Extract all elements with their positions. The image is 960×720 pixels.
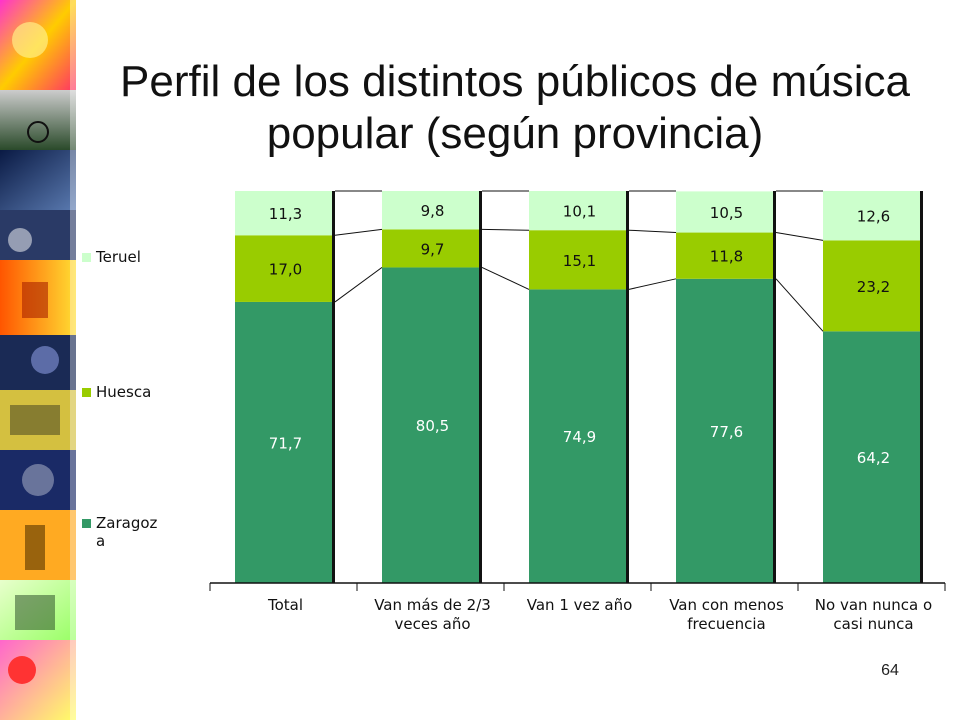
x-tick-label-1: Total bbox=[267, 596, 303, 614]
data-label-huesca-1: 17,0 bbox=[269, 261, 302, 279]
bar-zaragoza-3 bbox=[529, 289, 626, 583]
data-label-huesca-3: 15,1 bbox=[563, 252, 596, 270]
series-line-huesca-3 bbox=[628, 229, 677, 234]
legend-swatch-huesca bbox=[82, 388, 91, 397]
bar-huesca-4 bbox=[676, 232, 773, 279]
series-line-huesca-4 bbox=[775, 232, 824, 241]
data-label-zaragoza-4: 77,6 bbox=[710, 423, 743, 441]
bar-teruel-5 bbox=[823, 191, 920, 241]
bar-shadow-1 bbox=[332, 191, 335, 583]
legend-label-huesca: Huesca bbox=[96, 383, 151, 401]
bar-zaragoza-1 bbox=[235, 301, 332, 583]
bar-teruel-2 bbox=[382, 191, 479, 230]
series-line-zaragoza-3 bbox=[628, 278, 677, 290]
slide-title-line-1: Perfil de los distintos públicos de músi… bbox=[120, 57, 910, 106]
data-label-huesca-4: 11,8 bbox=[710, 248, 743, 266]
x-tick-label-5: No van nunca o casi nunca bbox=[815, 596, 932, 633]
x-tick-label-4: Van con menos frecuencia bbox=[669, 596, 784, 633]
bar-huesca-5 bbox=[823, 240, 920, 332]
data-label-huesca-2: 9,7 bbox=[421, 240, 445, 258]
bar-shadow-3 bbox=[626, 191, 629, 583]
bar-zaragoza-2 bbox=[382, 267, 479, 583]
data-label-zaragoza-3: 74,9 bbox=[563, 428, 596, 446]
legend-label-zaragoza: Zaragoz a bbox=[96, 514, 158, 550]
slide-title-line-2: popular (según provincia) bbox=[266, 109, 764, 158]
x-tick-label-3: Van 1 vez año bbox=[527, 596, 633, 614]
data-label-zaragoza-5: 64,2 bbox=[857, 449, 890, 467]
data-label-huesca-5: 23,2 bbox=[857, 278, 890, 296]
concert-photos-image bbox=[0, 0, 76, 720]
bar-shadow-4 bbox=[773, 191, 776, 583]
bar-zaragoza-5 bbox=[823, 331, 920, 583]
data-label-teruel-2: 9,8 bbox=[421, 202, 445, 220]
data-label-zaragoza-1: 71,7 bbox=[269, 434, 302, 452]
bar-huesca-2 bbox=[382, 229, 479, 268]
data-label-zaragoza-2: 80,5 bbox=[416, 417, 449, 435]
data-label-teruel-4: 10,5 bbox=[710, 204, 743, 222]
series-line-zaragoza-4 bbox=[775, 278, 824, 332]
page-number: 64 bbox=[881, 662, 899, 679]
bar-shadow-5 bbox=[920, 191, 923, 583]
data-label-teruel-5: 12,6 bbox=[857, 208, 890, 226]
x-tick-label-2: Van más de 2/3 veces año bbox=[374, 596, 491, 633]
series-line-zaragoza-2 bbox=[481, 266, 530, 290]
legend-swatch-zaragoza bbox=[82, 519, 91, 528]
data-label-teruel-3: 10,1 bbox=[563, 203, 596, 221]
legend-swatch-teruel bbox=[82, 253, 91, 262]
bar-huesca-1 bbox=[235, 235, 332, 302]
data-label-teruel-1: 11,3 bbox=[269, 205, 302, 223]
slide-title: Perfil de los distintos públicos de músi… bbox=[80, 56, 950, 160]
series-line-huesca-1 bbox=[334, 228, 383, 236]
series-line-zaragoza-1 bbox=[334, 267, 383, 303]
bar-teruel-4 bbox=[676, 191, 773, 233]
bar-teruel-1 bbox=[235, 191, 332, 236]
bar-huesca-3 bbox=[529, 230, 626, 290]
legend-label-teruel: Teruel bbox=[95, 248, 141, 266]
bar-shadow-2 bbox=[479, 191, 482, 583]
series-line-huesca-2 bbox=[481, 228, 530, 231]
bar-zaragoza-4 bbox=[676, 278, 773, 583]
bar-teruel-3 bbox=[529, 191, 626, 231]
photo-collage-strip bbox=[0, 0, 76, 720]
